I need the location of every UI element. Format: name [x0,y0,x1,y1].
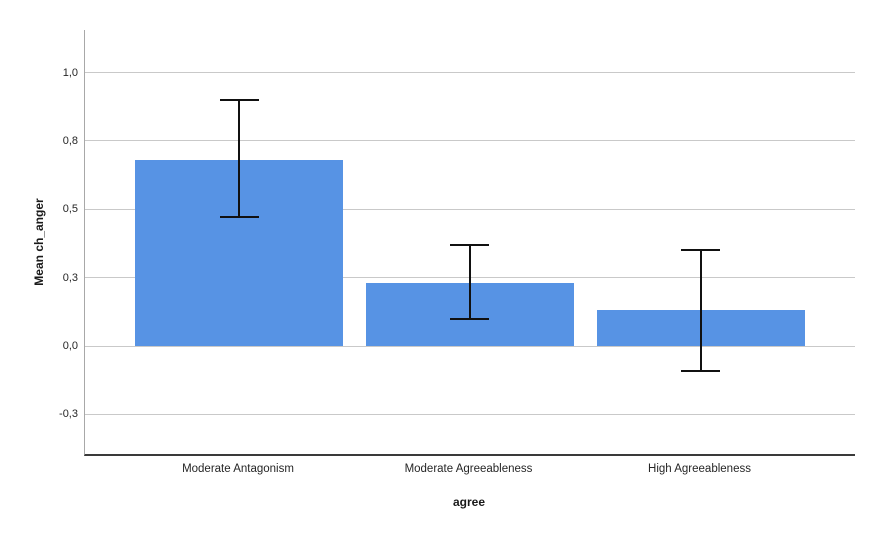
gridline-1 [85,140,855,142]
y-tick-label-0,0: 0,0 [62,340,78,352]
error-bar-cap-1-low [450,317,489,320]
gridline-2 [85,208,855,210]
y-tick-label--0,3: -0,3 [59,408,78,421]
y-tick-label-1,0: 1,0 [62,66,78,79]
error-bar-line-1 [468,244,471,319]
plot-area [84,30,855,456]
x-category-label-2: High Agreeableness [648,463,751,475]
x-category-label-0: Moderate Antagonism [182,463,294,475]
gridline-0 [85,72,855,73]
error-bar-cap-2-low [681,369,720,372]
y-tick-label-0,5: 0,5 [62,203,78,216]
y-tick-label-0,8: 0,8 [62,134,78,147]
error-bar-cap-1-high [450,243,489,246]
error-bar-line-2 [699,250,702,371]
error-bar-cap-0-high [219,98,259,101]
x-category-label-1: Moderate Agreeableness [404,463,533,475]
gridline-5 [85,413,855,415]
error-bar-cap-0-low [219,216,259,219]
error-bar-cap-2-high [681,249,720,252]
gridline-4 [85,345,855,347]
y-tick-label-0,3: 0,3 [62,271,78,284]
error-bar-line-0 [238,99,240,218]
x-axis-title: agree [452,495,486,509]
